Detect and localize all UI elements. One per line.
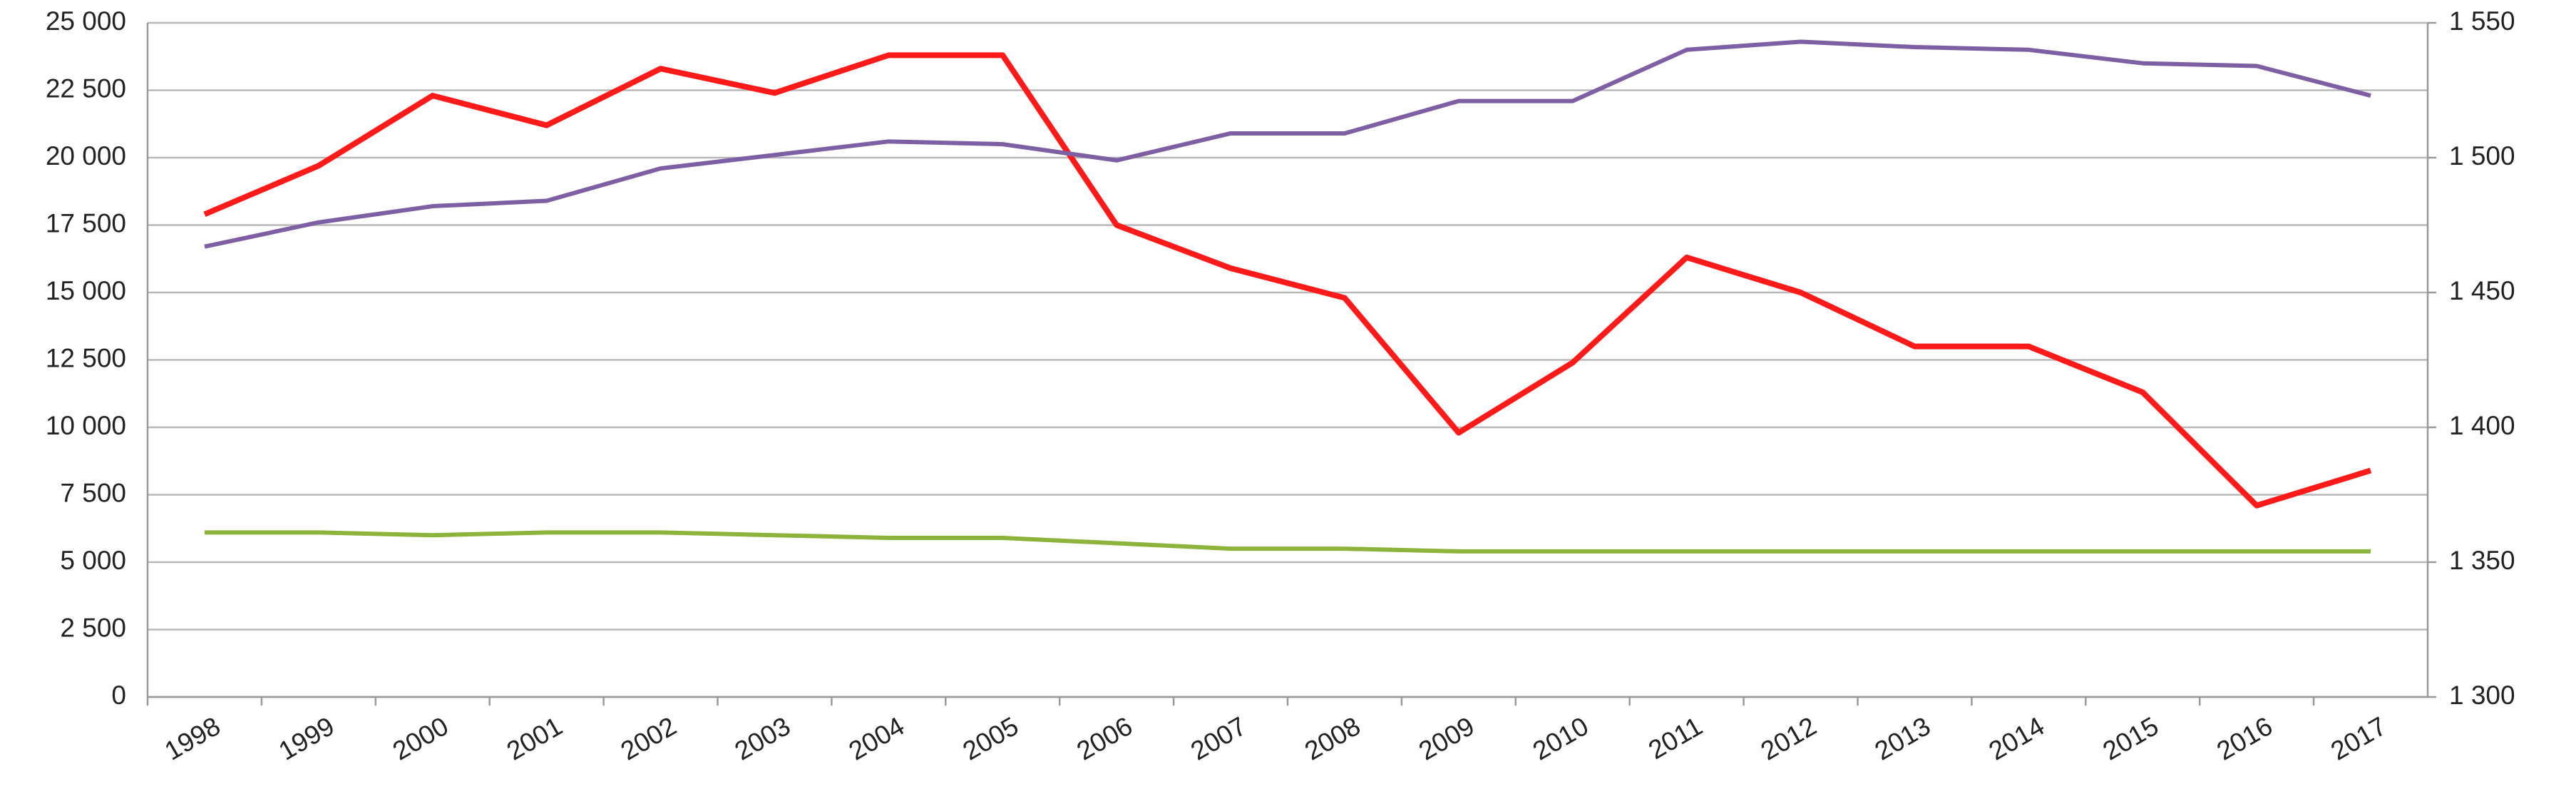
y-tick-label: 0: [111, 681, 126, 710]
x-tick-label: 2010: [1528, 711, 1594, 766]
x-tick-label: 2015: [2098, 711, 2163, 766]
x-tick-label: 2005: [958, 711, 1023, 766]
line-series: [204, 39, 2371, 249]
y2-tick-label: 1 350: [2449, 546, 2515, 575]
x-tick-label: 2000: [388, 711, 453, 766]
x-tick-label: 1998: [160, 711, 225, 766]
x-tick-label: 2008: [1300, 711, 1365, 766]
y-tick-label: 17 500: [46, 208, 126, 238]
y2-tick-label: 1 400: [2449, 411, 2515, 440]
y-tick-label: 25 000: [46, 6, 126, 36]
x-tick-label: 2002: [616, 711, 682, 766]
x-tick-label: 2001: [502, 711, 568, 766]
x-tick-label: 2003: [730, 711, 796, 766]
x-tick-label: 2006: [1072, 711, 1137, 766]
x-tick-label: 2004: [843, 711, 909, 766]
y-tick-label: 7 500: [60, 478, 126, 507]
y2-tick-label: 1 450: [2449, 276, 2515, 305]
x-tick-label: 2012: [1756, 711, 1822, 766]
x-tick-label: 2011: [1643, 711, 1707, 765]
x-tick-label: 2007: [1186, 711, 1251, 766]
line-series: [203, 52, 2372, 509]
x-tick-label: 2009: [1414, 711, 1479, 766]
y-tick-label: 22 500: [46, 73, 126, 103]
x-tick-label: 2016: [2212, 711, 2277, 766]
y2-tick-label: 1 500: [2449, 141, 2515, 171]
x-tick-label: 2014: [1984, 711, 2049, 766]
y2-tick-label: 1 550: [2449, 6, 2515, 36]
x-tick-label: 2013: [1870, 711, 1936, 766]
y-tick-label: 5 000: [60, 546, 126, 575]
y2-tick-label: 1 300: [2449, 681, 2515, 710]
y-tick-label: 15 000: [46, 276, 126, 305]
y-tick-label: 20 000: [46, 141, 126, 171]
line-series: [204, 530, 2371, 554]
x-tick-label: 1999: [274, 711, 339, 766]
x-tick-label: 2017: [2326, 711, 2391, 766]
y-tick-label: 12 500: [46, 343, 126, 372]
y-tick-label: 10 000: [46, 411, 126, 440]
y-tick-label: 2 500: [60, 613, 126, 642]
